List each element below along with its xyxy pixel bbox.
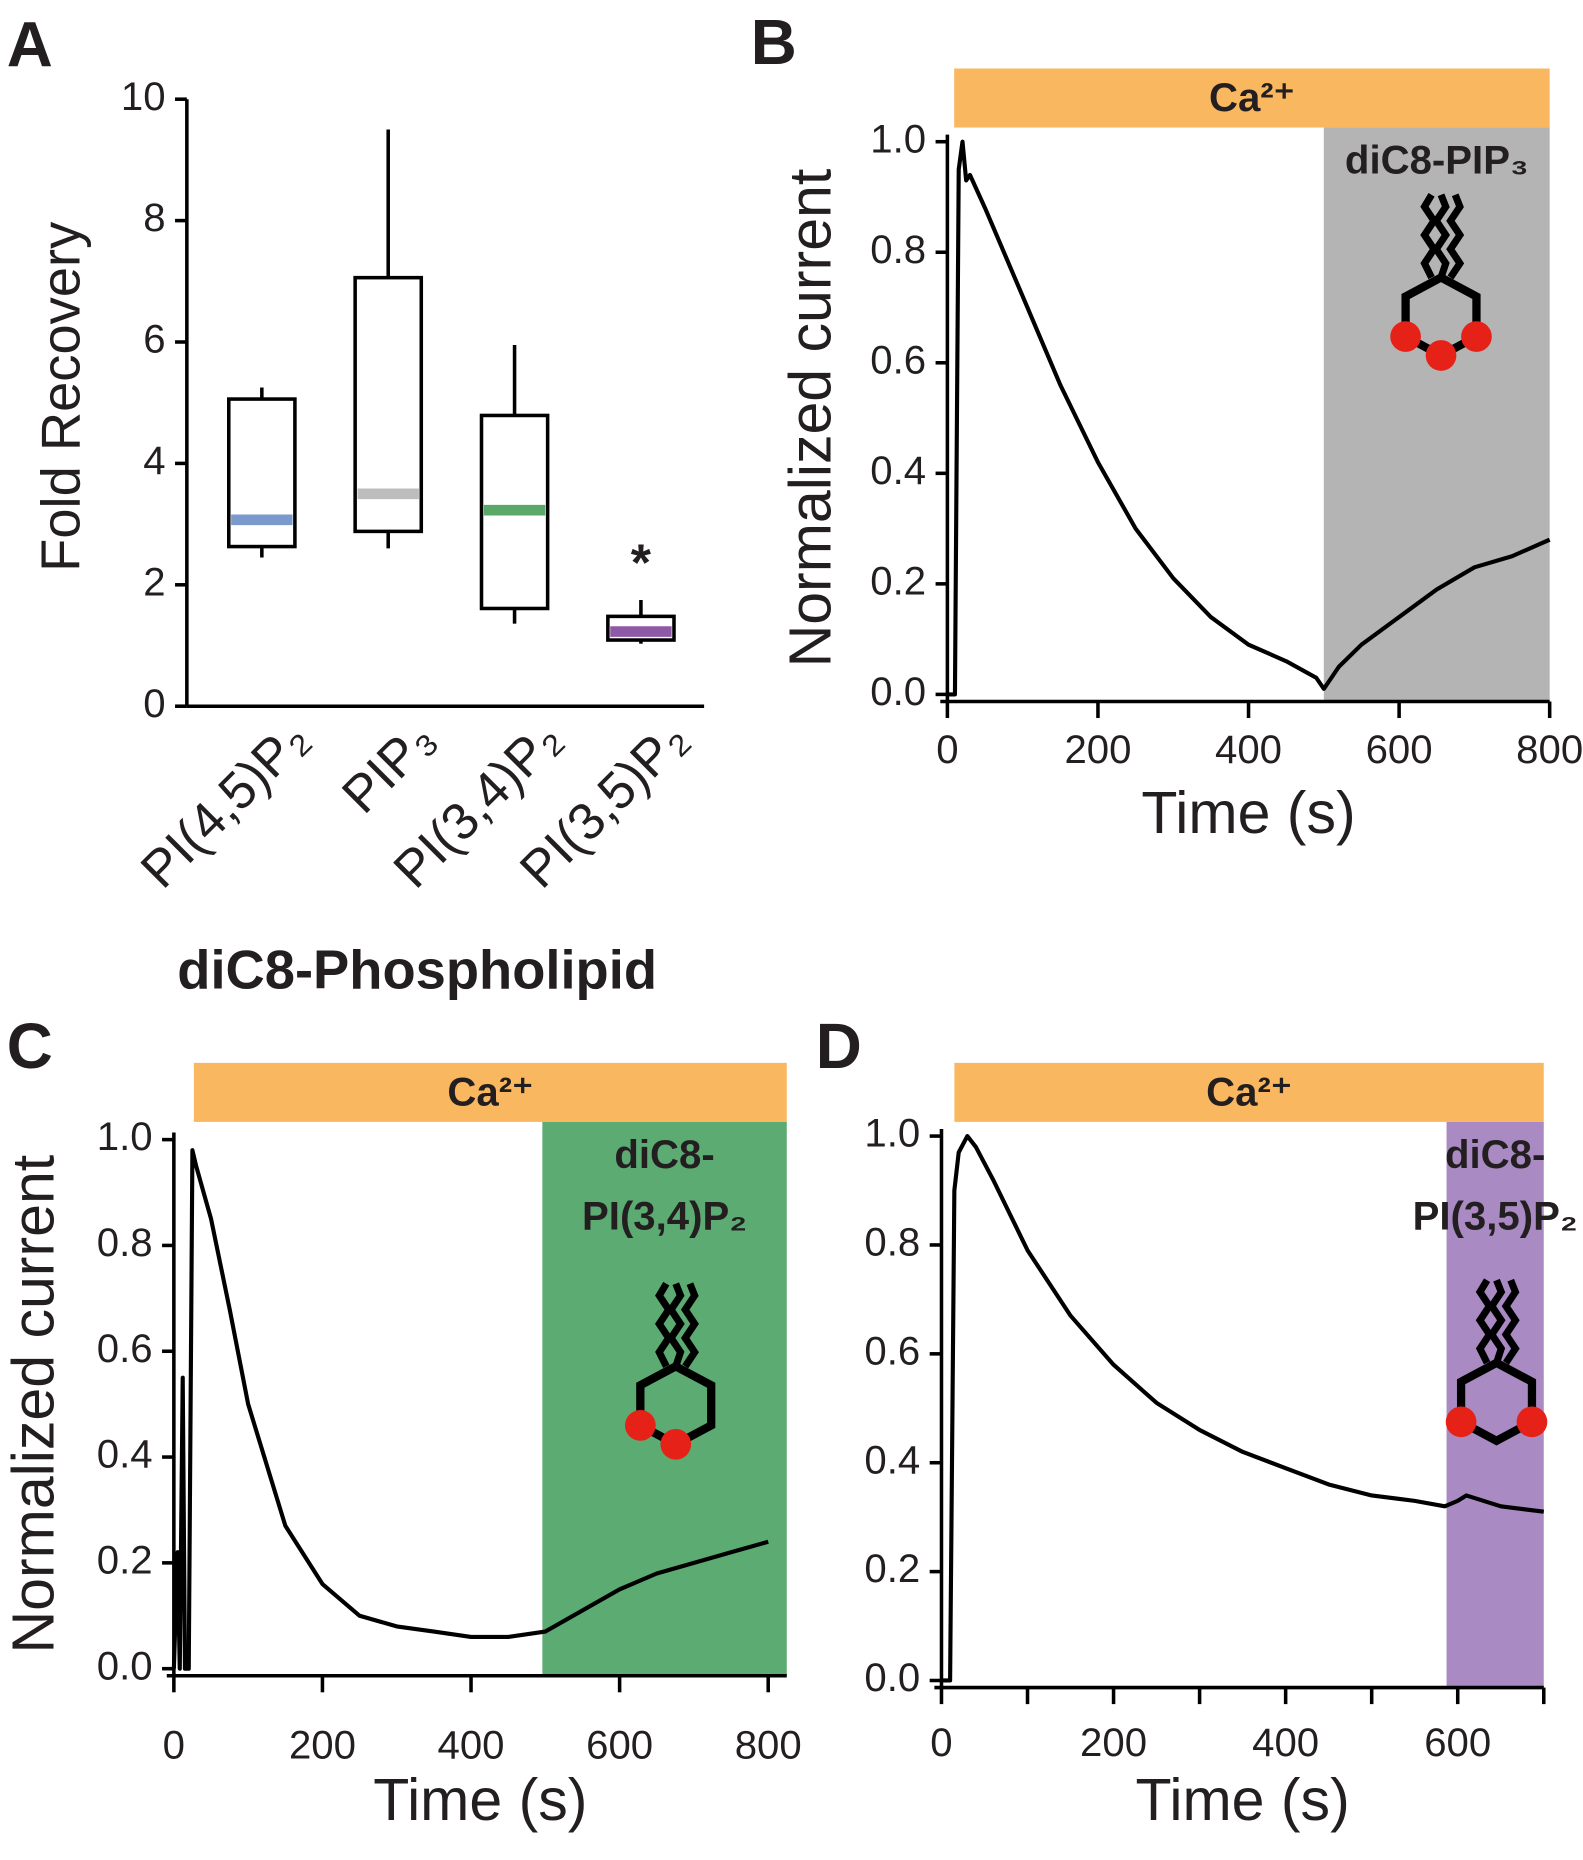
- y-axis-label: Normalized current: [1, 1155, 67, 1654]
- x-tick-label: 200: [1064, 727, 1131, 772]
- y-tick-label: 0.0: [864, 1655, 920, 1700]
- treatment-label: PI(3,5)P₂: [1413, 1193, 1578, 1238]
- x-axis-label: Time (s): [1136, 1767, 1350, 1833]
- x-tick-label: 800: [735, 1722, 802, 1767]
- shade-layer: [193, 68, 1550, 1688]
- y-tick-label: 0.6: [97, 1326, 153, 1371]
- molecule-c: [624, 1284, 711, 1460]
- y-tick-label: 8: [143, 195, 165, 240]
- trace: [171, 1148, 769, 1671]
- main-layer: 0 2 4 6 8 10 PI(4,5)P₂ PIP₃ PI(3,4)P₂ * PI(3,5)P₂ F…: [1, 6, 1583, 1833]
- y-tick-label: 1.0: [97, 1114, 153, 1159]
- molecule-b: [1390, 195, 1492, 371]
- trace: [941, 1134, 1545, 1683]
- y-tick-label: 0.2: [864, 1546, 920, 1591]
- panel-label: D: [816, 1010, 862, 1082]
- stimulus-label: Ca²⁺: [1209, 75, 1295, 120]
- treatment-label: diC8-PIP₃: [1345, 138, 1529, 183]
- x-tick-label: 600: [1424, 1720, 1491, 1765]
- y-tick-label: 0.0: [870, 669, 926, 714]
- y-tick-label: 0.6: [870, 337, 926, 382]
- y-tick-label: 0.0: [97, 1643, 153, 1688]
- y-tick-label: 0.2: [97, 1537, 153, 1582]
- y-tick-label: 1.0: [870, 116, 926, 161]
- significance: *: [631, 535, 652, 593]
- trace: [947, 139, 1551, 697]
- y-axis-label: Normalized current: [778, 169, 844, 668]
- stimulus-label: Ca²⁺: [447, 1069, 533, 1114]
- molecule-d: [1445, 1280, 1548, 1441]
- x-tick-label: 0: [930, 1720, 952, 1765]
- y-tick-label: 4: [143, 438, 165, 483]
- stimulus-bar: [954, 1062, 1544, 1122]
- x-tick-label: 400: [1252, 1720, 1319, 1765]
- treatment-region: [542, 1121, 787, 1676]
- x-tick-label: 200: [289, 1722, 356, 1767]
- y-tick-label: 0.4: [97, 1432, 153, 1477]
- x-axis-label: Time (s): [373, 1767, 587, 1833]
- y-tick-label: 0.8: [870, 227, 926, 272]
- stimulus-label: Ca²⁺: [1206, 1069, 1292, 1114]
- y-tick-label: 0: [143, 681, 165, 726]
- y-tick-label: 0.4: [864, 1437, 920, 1482]
- x-tick-label: 400: [1215, 727, 1282, 772]
- y-tick-label: 1.0: [864, 1111, 920, 1156]
- y-tick-label: 0.8: [864, 1220, 920, 1265]
- stimulus-bar: [193, 1062, 787, 1122]
- y-tick-label: 2: [143, 559, 165, 604]
- x-tick-label: 400: [438, 1722, 505, 1767]
- x-tick-label: PIP₃: [331, 709, 446, 824]
- y-tick-label: 6: [143, 317, 165, 362]
- panel-label: B: [751, 6, 797, 78]
- y-tick-label: 0.6: [864, 1328, 920, 1373]
- y-tick-label: 0.2: [870, 558, 926, 603]
- x-tick-label: 600: [586, 1722, 653, 1767]
- panel-label: A: [7, 8, 53, 80]
- x-tick-label: 0: [163, 1722, 185, 1767]
- panel-label: C: [7, 1010, 53, 1082]
- x-tick-label: 200: [1080, 1720, 1147, 1765]
- treatment-label: diC8-: [614, 1132, 714, 1177]
- x-axis-label: diC8-Phospholipid: [177, 940, 657, 1001]
- y-axis-label: Fold Recovery: [31, 221, 92, 572]
- stimulus-bar: [954, 68, 1550, 128]
- x-tick-label: 600: [1366, 727, 1433, 772]
- x-tick-label: PI(4,5)P₂: [130, 709, 320, 899]
- treatment-label: diC8-: [1445, 1132, 1545, 1177]
- y-tick-label: 0.8: [97, 1220, 153, 1265]
- treatment-label: PI(3,4)P₂: [582, 1193, 747, 1238]
- x-axis-label: Time (s): [1141, 780, 1355, 846]
- x-tick-label: 800: [1516, 727, 1583, 772]
- x-tick-label: 0: [936, 727, 958, 772]
- treatment-region: [1323, 127, 1550, 702]
- y-tick-label: 0.4: [870, 448, 926, 493]
- y-tick-label: 10: [121, 74, 166, 119]
